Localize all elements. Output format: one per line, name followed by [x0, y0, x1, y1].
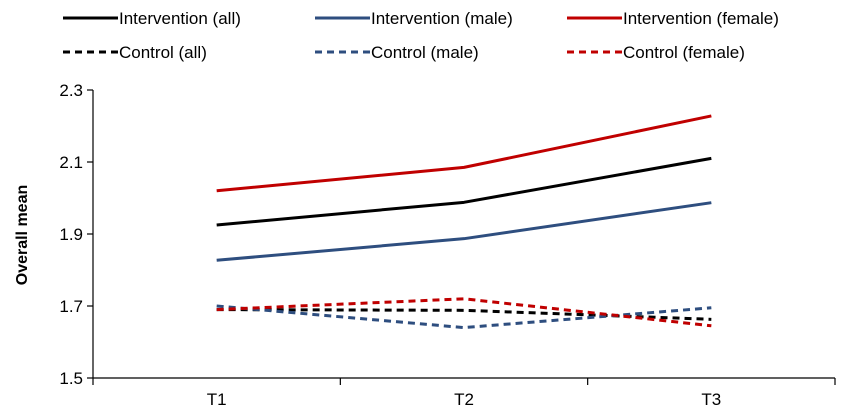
- legend-label: Control (all): [119, 43, 207, 62]
- series-lines: [216, 114, 712, 330]
- legend-label: Intervention (female): [623, 9, 779, 28]
- series-line-intervention-male: [216, 201, 712, 262]
- x-tick-label: T1: [207, 390, 227, 409]
- legend: Intervention (all) Intervention (male) Int…: [63, 9, 779, 62]
- legend-label: Intervention (all): [119, 9, 241, 28]
- x-tick-label: T3: [701, 390, 721, 409]
- y-tick-label: 1.5: [59, 369, 83, 388]
- x-tick-label: T2: [454, 390, 474, 409]
- series-line-intervention-all: [216, 156, 712, 227]
- legend-label: Control (female): [623, 43, 745, 62]
- y-tick-label: 1.7: [59, 297, 83, 316]
- series-line-control-male: [216, 304, 712, 330]
- series-line-intervention-female: [216, 114, 712, 193]
- legend-label: Control (male): [371, 43, 479, 62]
- y-tick-label: 2.1: [59, 153, 83, 172]
- y-tick-label: 1.9: [59, 225, 83, 244]
- y-axis-title: Overall mean: [14, 185, 31, 286]
- series-line-control-female: [216, 297, 712, 328]
- legend-label: Intervention (male): [371, 9, 513, 28]
- y-tick-label: 2.3: [59, 81, 83, 100]
- axes: 1.5 1.7 1.9 2.1 2.3 T1 T2 T3: [59, 81, 836, 409]
